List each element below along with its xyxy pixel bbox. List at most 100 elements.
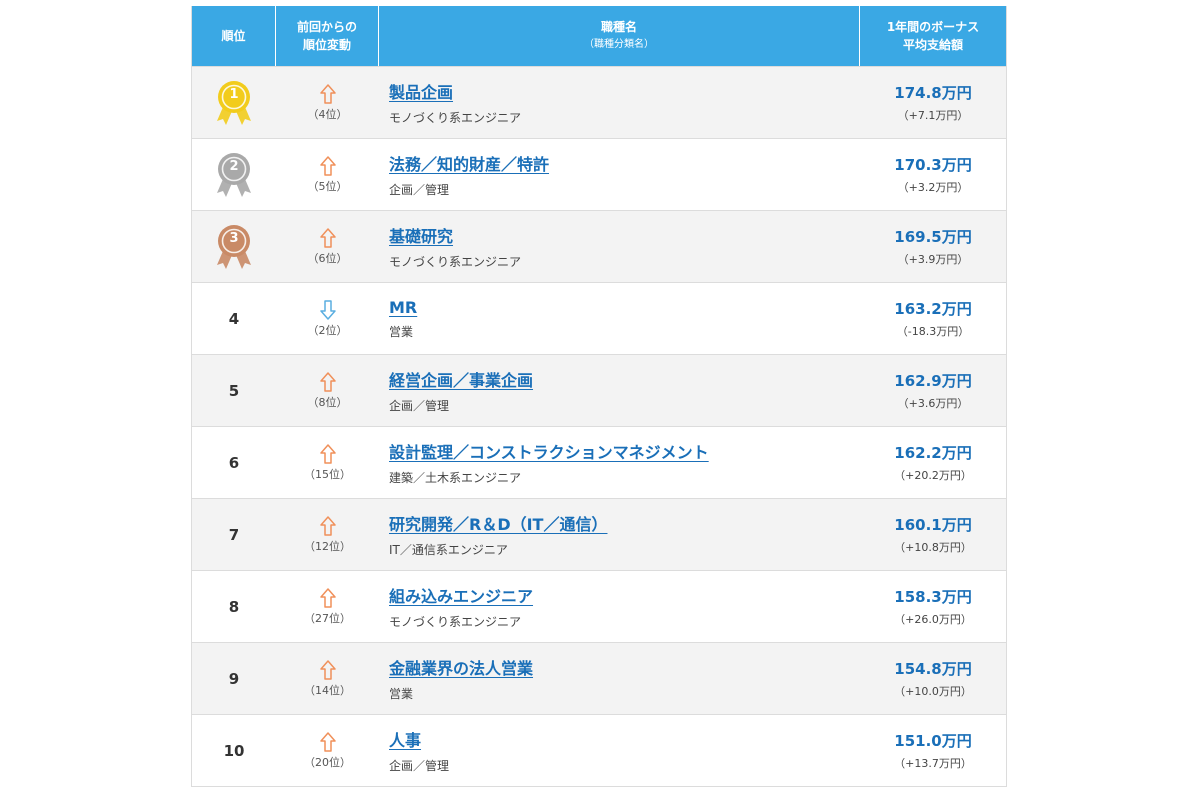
job-cell: 設計監理／コンストラクションマネジメント 建築／土木系エンジニア: [379, 427, 860, 498]
bonus-difference: （+26.0万円）: [894, 613, 972, 626]
bonus-difference: （+3.9万円）: [897, 253, 969, 266]
rank-cell: 7: [192, 499, 276, 570]
table-row: 5 （8位） 経営企画／事業企画企画／管理 162.9万円 （+3.6万円）: [192, 354, 1006, 426]
bonus-cell: 162.9万円 （+3.6万円）: [860, 355, 1006, 426]
job-title-link[interactable]: 基礎研究: [389, 227, 454, 246]
rank-change-cell: （2位）: [276, 283, 379, 354]
rank-number: 3: [229, 230, 239, 246]
table-body: 1 （4位） 製品企画 モノづくり系エンジニア 174.8万円 （+7.1万円） 2 （5位）…: [192, 66, 1006, 786]
rank-cell: 5: [192, 355, 276, 426]
bonus-amount: 162.9万円: [894, 372, 972, 390]
previous-rank: （14位）: [304, 683, 351, 697]
bonus-cell: 163.2万円 （-18.3万円）: [860, 283, 1006, 354]
job-title-link[interactable]: 設計監理／コンストラクションマネジメント: [389, 443, 709, 462]
job-category: モノづくり系エンジニア: [389, 615, 522, 629]
arrow-up-icon: [319, 227, 336, 248]
arrow-up-icon: [319, 515, 336, 536]
table-row: 6 （15位） 設計監理／コンストラクションマネジメント 建築／土木系エンジニア 162…: [192, 426, 1006, 498]
rank-change-cell: （8位）: [276, 355, 379, 426]
job-title-link[interactable]: MR: [389, 297, 418, 317]
rank-change-cell: （5位）: [276, 139, 379, 210]
bonus-difference: （+3.2万円）: [897, 181, 969, 194]
job-title-link[interactable]: 人事: [389, 731, 422, 750]
arrow-up-icon: [319, 731, 336, 752]
header-job: 職種名 （職種分類名）: [379, 6, 860, 66]
bonus-cell: 174.8万円 （+7.1万円）: [860, 67, 1006, 138]
bonus-cell: 158.3万円 （+26.0万円）: [860, 571, 1006, 642]
previous-rank: （15位）: [304, 467, 351, 481]
header-rank-label: 順位: [221, 29, 246, 43]
header-bonus-line1: 1年間のボーナス: [886, 20, 980, 34]
arrow-up-icon: [319, 659, 336, 680]
previous-rank: （6位）: [307, 251, 348, 265]
job-title-link[interactable]: 研究開発／R＆D（IT／通信）: [389, 515, 608, 534]
rank-cell: 1: [192, 67, 276, 138]
job-title-link[interactable]: 法務／知的財産／特許: [389, 155, 550, 174]
rank-change-cell: （14位）: [276, 643, 379, 714]
header-bonus: 1年間のボーナス 平均支給額: [860, 6, 1006, 66]
header-change-line1: 前回からの: [296, 20, 357, 34]
rank-number: 10: [223, 741, 245, 760]
job-cell: 製品企画モノづくり系エンジニア: [379, 67, 860, 138]
rank-cell: 2: [192, 139, 276, 210]
job-title-link[interactable]: 経営企画／事業企画: [389, 371, 534, 390]
header-change-line2: 順位変動: [302, 38, 351, 52]
job-cell: 法務／知的財産／特許企画／管理: [379, 139, 860, 210]
job-title-link[interactable]: 製品企画: [389, 83, 454, 102]
bonus-cell: 160.1万円 （+10.8万円）: [860, 499, 1006, 570]
bronze-medal-icon: 3: [214, 223, 254, 271]
table-row: 7 （12位） 研究開発／R＆D（IT／通信） IT／通信系エンジニア 160.1万円 （…: [192, 498, 1006, 570]
job-category: 企画／管理: [389, 759, 450, 773]
bonus-difference: （-18.3万円）: [896, 325, 970, 338]
bonus-difference: （+20.2万円）: [894, 469, 972, 482]
arrow-down-icon: [319, 299, 336, 320]
bonus-amount: 162.2万円: [894, 444, 972, 462]
table-row: 10 （20位） 人事 企画／管理 151.0万円 （+13.7万円）: [192, 714, 1006, 786]
rank-cell: 3: [192, 211, 276, 282]
arrow-up-icon: [319, 371, 336, 392]
bonus-cell: 170.3万円 （+3.2万円）: [860, 139, 1006, 210]
job-category: モノづくり系エンジニア: [389, 111, 522, 125]
rank-cell: 8: [192, 571, 276, 642]
bonus-ranking-table: 順位 前回からの 順位変動 職種名 （職種分類名） 1年間のボーナス 平均支給額…: [191, 6, 1007, 787]
previous-rank: （5位）: [307, 179, 348, 193]
rank-number: 4: [228, 309, 240, 328]
rank-number: 2: [229, 158, 239, 174]
previous-rank: （12位）: [304, 539, 351, 553]
rank-cell: 9: [192, 643, 276, 714]
rank-cell: 4: [192, 283, 276, 354]
rank-change-cell: （15位）: [276, 427, 379, 498]
previous-rank: （20位）: [304, 755, 351, 769]
job-title-link[interactable]: 金融業界の法人営業: [389, 659, 534, 678]
job-title-link[interactable]: 組み込みエンジニア: [389, 587, 534, 606]
job-category: 企画／管理: [389, 399, 450, 413]
rank-cell: 6: [192, 427, 276, 498]
job-cell: 人事企画／管理: [379, 715, 860, 786]
job-category: 営業: [389, 324, 414, 339]
previous-rank: （27位）: [304, 611, 351, 625]
bonus-difference: （+3.6万円）: [897, 397, 969, 410]
job-cell: 金融業界の法人営業 営業: [379, 643, 860, 714]
bonus-amount: 170.3万円: [894, 156, 972, 174]
rank-number: 7: [228, 525, 240, 544]
rank-number: 1: [229, 86, 239, 102]
job-category: IT／通信系エンジニア: [389, 543, 508, 557]
job-category: 企画／管理: [389, 183, 450, 197]
previous-rank: （8位）: [307, 395, 348, 409]
silver-medal-icon: 2: [214, 151, 254, 199]
table-row: 1 （4位） 製品企画 モノづくり系エンジニア 174.8万円 （+7.1万円）: [192, 66, 1006, 138]
header-rank-change: 前回からの 順位変動: [276, 6, 379, 66]
table-row: 2 （5位） 法務／知的財産／特許企画／管理 170.3万円 （+3.2万円）: [192, 138, 1006, 210]
bonus-amount: 169.5万円: [894, 228, 972, 246]
arrow-up-icon: [319, 83, 336, 104]
rank-change-cell: （27位）: [276, 571, 379, 642]
table-row: 4 （2位） MR 営業 163.2万円 （-18.3万円）: [192, 282, 1006, 354]
job-cell: 経営企画／事業企画企画／管理: [379, 355, 860, 426]
bonus-difference: （+10.8万円）: [894, 541, 972, 554]
header-job-sub: （職種分類名）: [584, 39, 654, 50]
job-cell: 組み込みエンジニアモノづくり系エンジニア: [379, 571, 860, 642]
bonus-cell: 162.2万円 （+20.2万円）: [860, 427, 1006, 498]
arrow-up-icon: [319, 587, 336, 608]
table-row: 8 （27位） 組み込みエンジニア モノづくり系エンジニア 158.3万円 （+26.0万…: [192, 570, 1006, 642]
rank-number: 9: [228, 669, 240, 688]
